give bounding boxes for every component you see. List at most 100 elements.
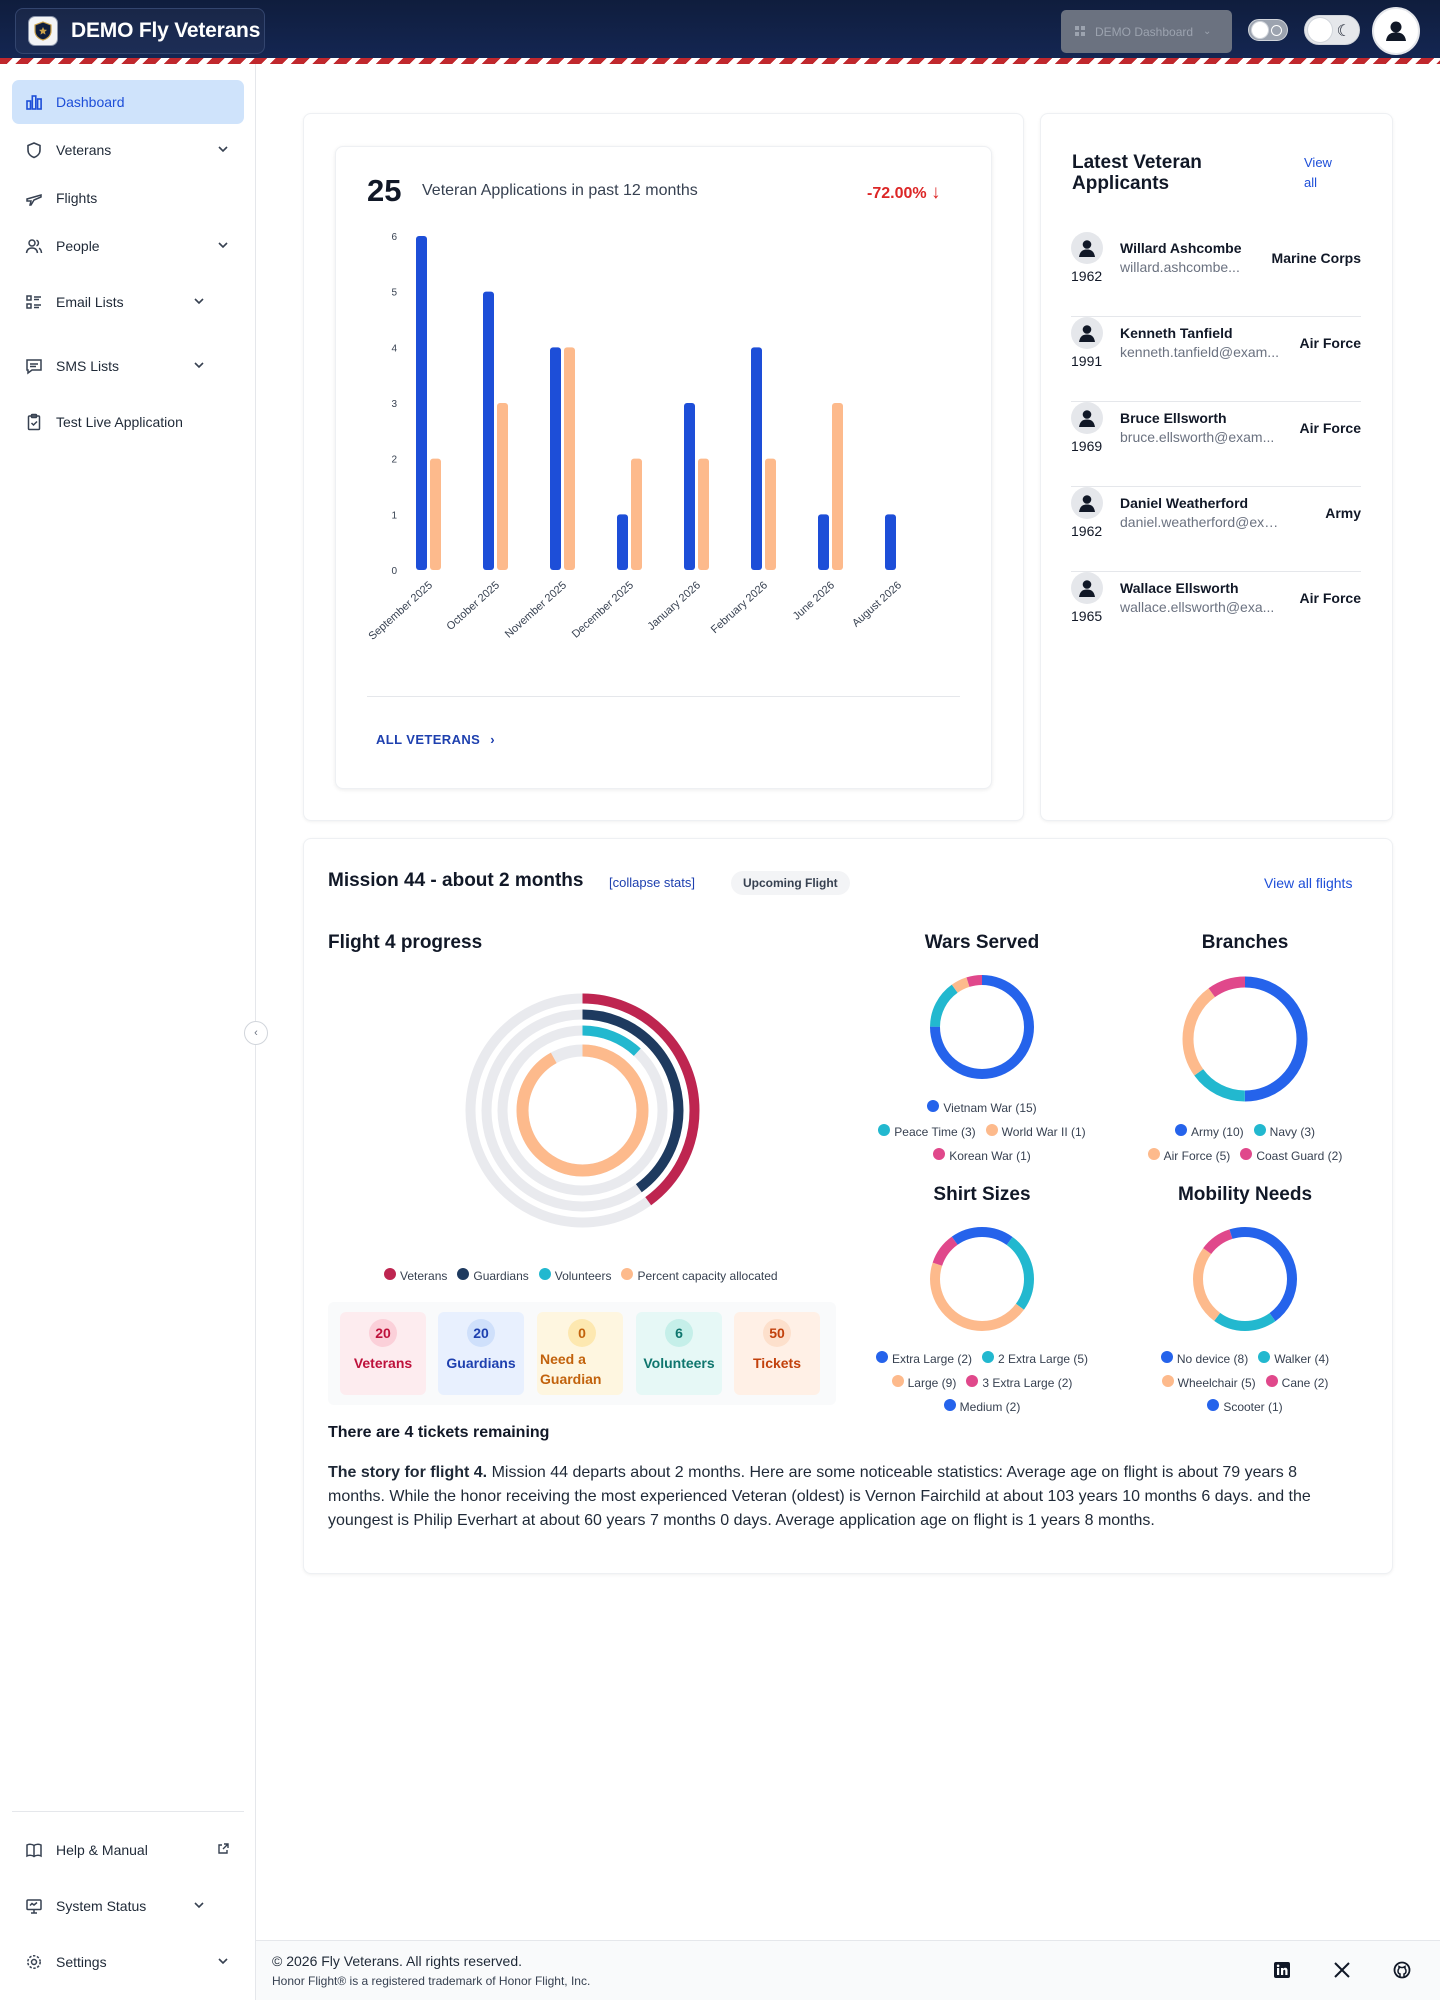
flight-stats: 20 Veterans 20 Guardians 0 Need a Guardi… [328,1302,836,1405]
x-tick-label: October 2025 [444,579,502,633]
legend-label: No device (8) [1176,1352,1249,1366]
book-icon [24,1840,44,1860]
footer-trademark: Honor Flight® is a registered trademark … [272,1974,591,1988]
sidebar-item-label: Help & Manual [56,1842,148,1858]
sidebar-item-email-lists[interactable]: Email Lists [12,280,220,324]
sidebar-item-veterans[interactable]: Veterans [12,128,244,172]
sidebar-item-settings[interactable]: Settings [12,1940,244,1984]
legend-dot [1174,1124,1187,1136]
legend-dot [621,1268,634,1280]
sidebar-item-help-manual[interactable]: Help & Manual [12,1828,244,1872]
y-tick-label: 1 [391,510,397,521]
sidebar [0,64,256,2000]
bar [483,291,494,570]
applicant-name: Kenneth Tanfield [1120,325,1233,341]
mission-card [303,838,1393,1574]
dark-mode-toggle[interactable]: ☾ [1304,15,1360,45]
clipboard-icon [24,412,44,432]
applicant-row[interactable]: 1991 Kenneth Tanfield kenneth.tanfield@exa… [1071,317,1361,402]
legend-item: 3 Extra Large (2) [966,1375,1072,1390]
bar [818,514,829,570]
linkedin-icon[interactable] [1273,1961,1291,1979]
sidebar-item-system-status[interactable]: System Status [12,1884,244,1928]
y-tick-label: 5 [391,288,397,299]
legend-item: Air Force (5) [1147,1148,1230,1163]
x-tick-label: August 2026 [850,579,904,629]
stat-label: Tickets [753,1355,801,1371]
legend-dot [1240,1148,1253,1160]
legend-dot [891,1375,904,1387]
legend-dot [1207,1399,1220,1411]
legend-item: Cane (2) [1265,1375,1328,1390]
legend-label: Large (9) [907,1376,957,1390]
bar [765,458,776,570]
bar [885,514,896,570]
legend-label: Medium (2) [959,1400,1021,1414]
applicant-year: 1962 [1071,268,1103,284]
sidebar-item-people[interactable]: People [12,224,244,268]
legend-dot [1147,1148,1160,1160]
stat-need-guardian: 0 Need a Guardian [537,1312,623,1395]
applicant-row[interactable]: 1965 Wallace Ellsworth wallace.ellsworth@e… [1071,572,1361,657]
donut-slice [930,975,1034,1079]
applicant-row[interactable]: 1969 Bruce Ellsworth bruce.ellsworth@exam.… [1071,402,1361,487]
stat-value: 20 [369,1319,397,1347]
github-icon[interactable] [1393,1961,1411,1979]
legend-dot [966,1375,979,1387]
legend-item: World War II (1) [985,1124,1086,1139]
legend-item: 2 Extra Large (5) [982,1351,1088,1366]
collapse-stats-link[interactable]: [collapse stats] [609,875,695,890]
bar [564,347,575,570]
applicant-row[interactable]: 1962 Willard Ashcombe willard.ashcombe... M… [1071,232,1361,317]
donut-title: Branches [1201,932,1289,953]
ring-progress [465,993,700,1228]
flight-progress-legend: Veterans Guardians Volunteers Percent capac… [384,1268,788,1283]
x-icon[interactable] [1333,1961,1351,1979]
legend-item: Walker (4) [1258,1351,1329,1366]
sidebar-item-dashboard[interactable]: Dashboard [12,80,244,124]
sidebar-item-flights[interactable]: Flights [12,176,244,220]
sidebar-item-sms-lists[interactable]: SMS Lists [12,344,220,388]
applicant-branch: Army [1325,505,1361,521]
legend-item: Peace Time (3) [878,1124,976,1139]
applications-bar-chart: 0 1 2 3 4 5 6 September 2025 October 2025 Novembe… [367,232,904,643]
view-all-applicants-link[interactable]: View all [1304,155,1332,190]
sidebar-item-test-live-application[interactable]: Test Live Application [12,400,244,444]
chevron-down-icon [194,1902,204,1909]
user-avatar-button[interactable] [1372,7,1420,55]
applications-change: -72.00% ↓ [867,182,941,204]
applicant-row[interactable]: 1962 Daniel Weatherford daniel.weatherford… [1071,487,1361,572]
story-text: Mission 44 departs about 2 months. Here … [328,1464,1311,1529]
stat-value: 0 [568,1319,596,1347]
legend-item: Guardians [457,1268,529,1283]
legend-item: Navy (3) [1253,1124,1315,1139]
donut-chart [930,975,1034,1079]
brand-link[interactable]: DEMO Fly Veterans [15,8,265,54]
legend-label: 2 Extra Large (5) [998,1352,1089,1366]
stat-veterans: 20 Veterans [340,1312,426,1395]
demo-mode-toggle[interactable] [1248,19,1288,41]
mission-title: Mission 44 - about 2 months [328,870,584,891]
bar [751,347,762,570]
shield-icon [24,140,44,160]
legend-dot [384,1268,396,1280]
footer [256,1940,1440,2000]
legend-label: Coast Guard (2) [1256,1149,1343,1163]
applicant-branch: Air Force [1299,590,1361,606]
stat-label: Guardians [446,1355,516,1371]
applicant-name: Willard Ashcombe [1120,240,1242,256]
legend-label: Army (10) [1190,1125,1244,1139]
legend-item: Army (10) [1174,1124,1244,1139]
dashboard-select[interactable]: DEMO Dashboard ⌄ [1061,10,1232,53]
all-veterans-link[interactable]: ALL VETERANS › [376,732,495,747]
collapse-sidebar-button[interactable]: ‹ [244,1021,268,1045]
toggle-knob [1252,22,1268,38]
chevron-down-icon [218,146,228,153]
flight-story: The story for flight 4. Mission 44 depar… [328,1461,1358,1533]
donut-chart [1193,1227,1297,1331]
bar [698,458,709,570]
applicant-email: daniel.weatherford@examp... [1120,514,1284,530]
moon-icon: ☾ [1336,23,1351,40]
legend-dot [1265,1375,1278,1387]
view-all-flights-link[interactable]: View all flights [1264,875,1353,891]
